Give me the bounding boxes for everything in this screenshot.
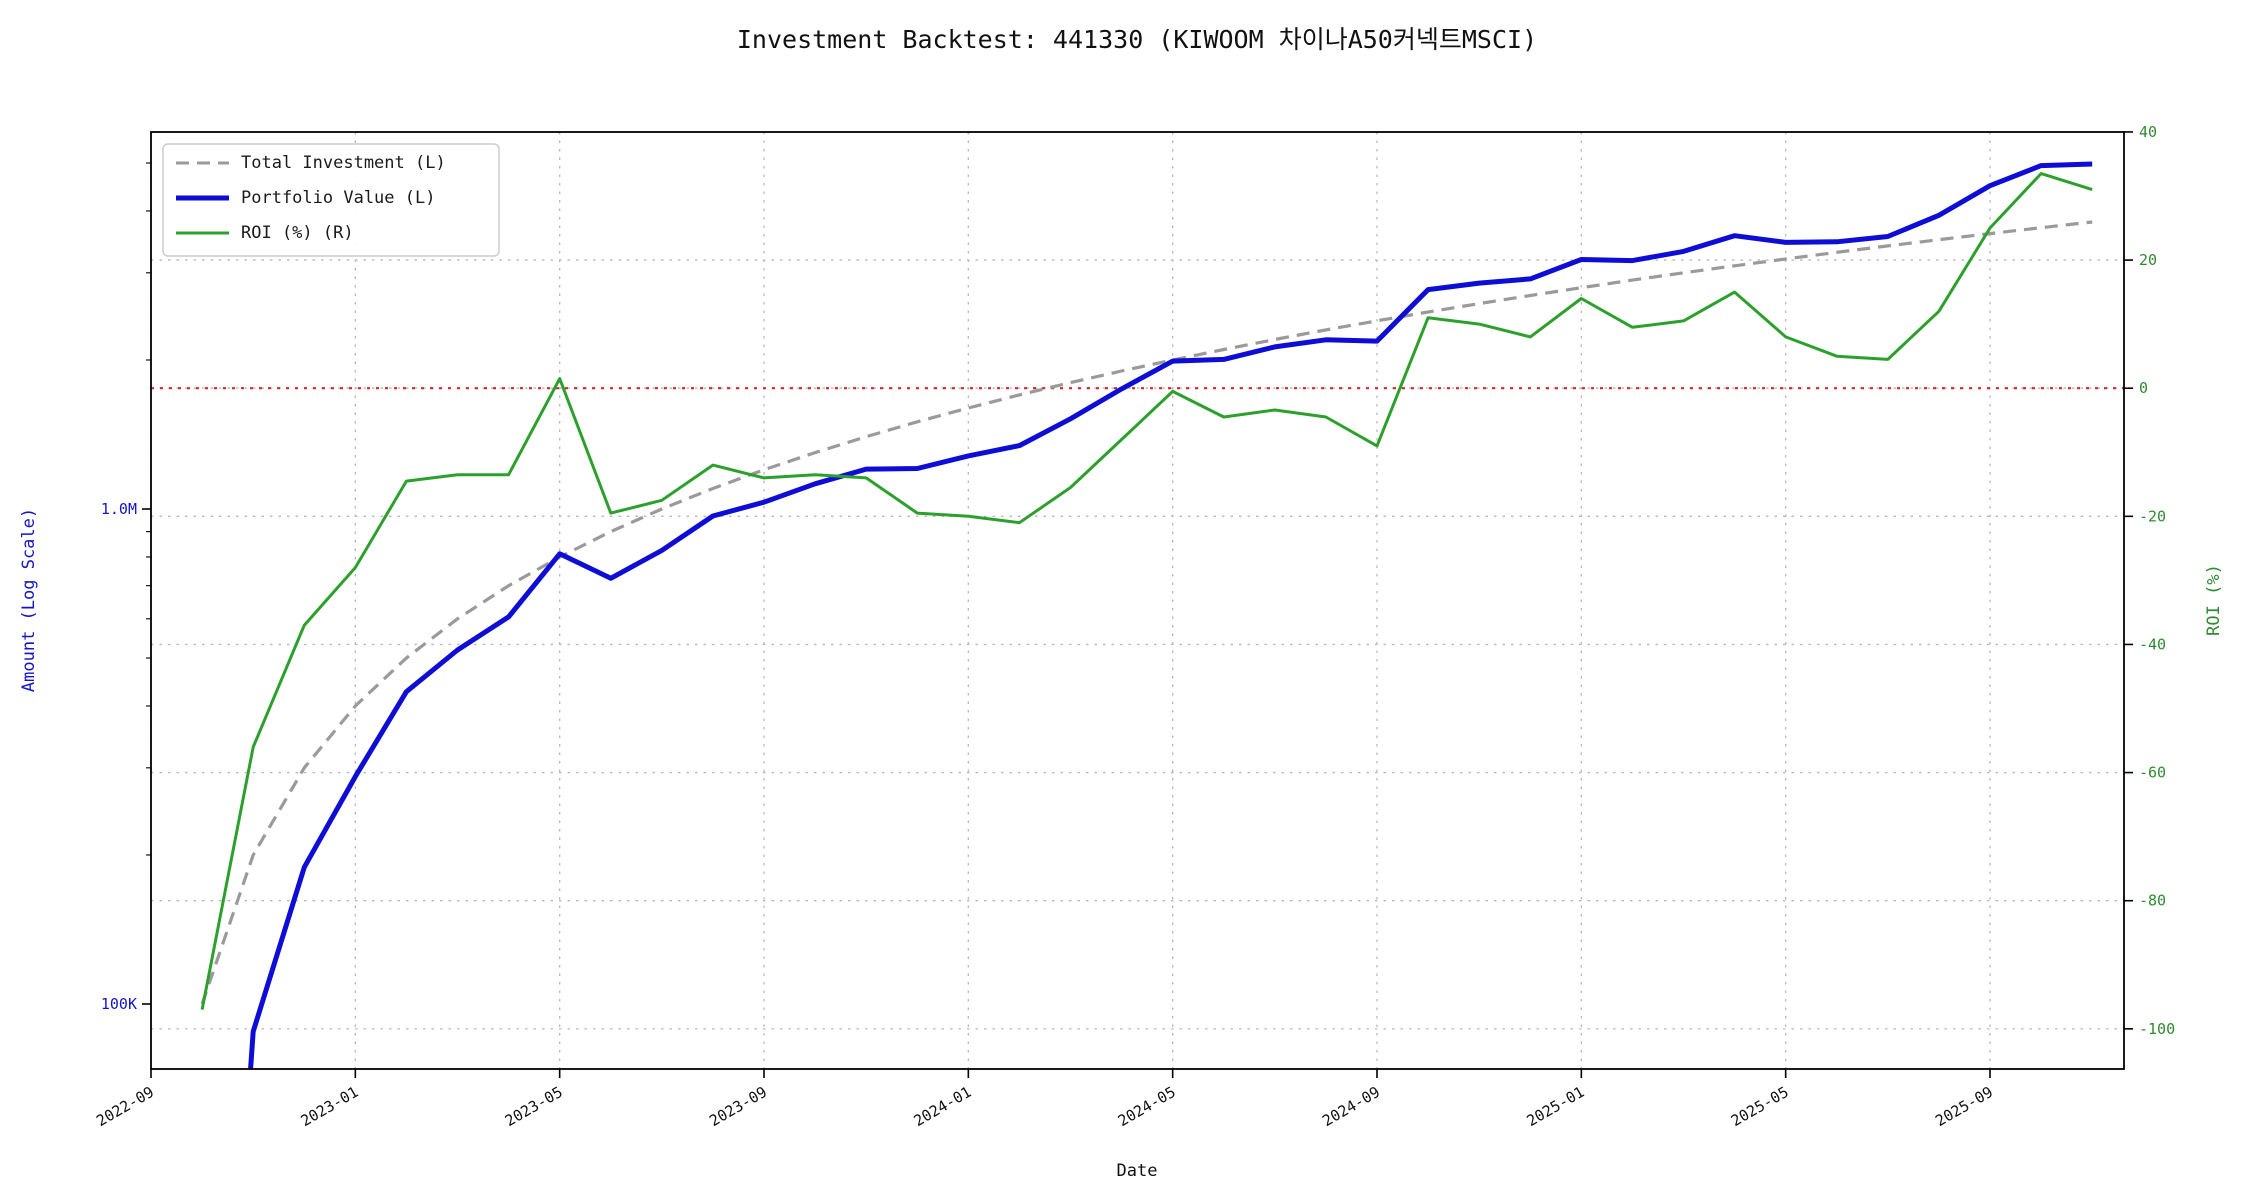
- right-tick-label: 20: [2139, 251, 2157, 269]
- legend: Total Investment (L) Portfolio Value (L) R…: [162, 143, 500, 257]
- x-tick-label: 2022-09: [93, 1083, 157, 1130]
- x-tick-label: 2024-09: [1319, 1083, 1383, 1130]
- left-tick-label: 100K: [101, 995, 137, 1013]
- right-tick-label: -20: [2139, 507, 2166, 525]
- right-y-axis-label: ROI (%): [2204, 564, 2224, 636]
- x-tick-label: 2025-05: [1728, 1083, 1792, 1130]
- chart-title: Investment Backtest: 441330 (KIWOOM 차이나A…: [737, 25, 1537, 54]
- series-roi: [200, 172, 2093, 1010]
- right-tick-label: -60: [2139, 764, 2166, 782]
- series-lines: [200, 161, 2093, 1069]
- right-tick-label: -40: [2139, 635, 2166, 653]
- x-tick-label: 2025-01: [1524, 1083, 1588, 1130]
- legend-item-label: Portfolio Value (L): [241, 188, 435, 208]
- right-tick-label: 40: [2139, 123, 2157, 141]
- legend-box: Total Investment (L) Portfolio Value (L) R…: [162, 143, 500, 257]
- legend-item: Portfolio Value (L): [176, 188, 435, 208]
- left-y-axis-label: Amount (Log Scale): [19, 508, 39, 692]
- legend-item: ROI (%) (R): [176, 223, 354, 243]
- x-axis-label: Date: [1117, 1161, 1158, 1181]
- right-tick-label: -80: [2139, 892, 2166, 910]
- legend-frame: [162, 143, 500, 257]
- x-tick-label: 2025-09: [1932, 1083, 1996, 1130]
- x-tick-label: 2023-09: [706, 1083, 770, 1130]
- series-portfolio-value: [248, 161, 2093, 1069]
- right-tick-label: 0: [2139, 379, 2148, 397]
- plot-area: [151, 132, 2124, 1069]
- right-tick-label: -100: [2139, 1020, 2175, 1038]
- x-tick-label: 2023-05: [502, 1083, 566, 1130]
- legend-item: Total Investment (L): [176, 153, 446, 173]
- series-total-investment: [200, 220, 2093, 1005]
- legend-item-label: Total Investment (L): [241, 153, 446, 173]
- x-tick-label: 2023-01: [298, 1083, 362, 1130]
- plot-border: [150, 131, 2125, 1070]
- legend-item-label: ROI (%) (R): [241, 223, 354, 243]
- grid: [150, 131, 2124, 1069]
- left-tick-label: 1.0M: [101, 500, 137, 518]
- x-tick-label: 2024-01: [911, 1083, 975, 1130]
- x-tick-label: 2024-05: [1115, 1083, 1179, 1130]
